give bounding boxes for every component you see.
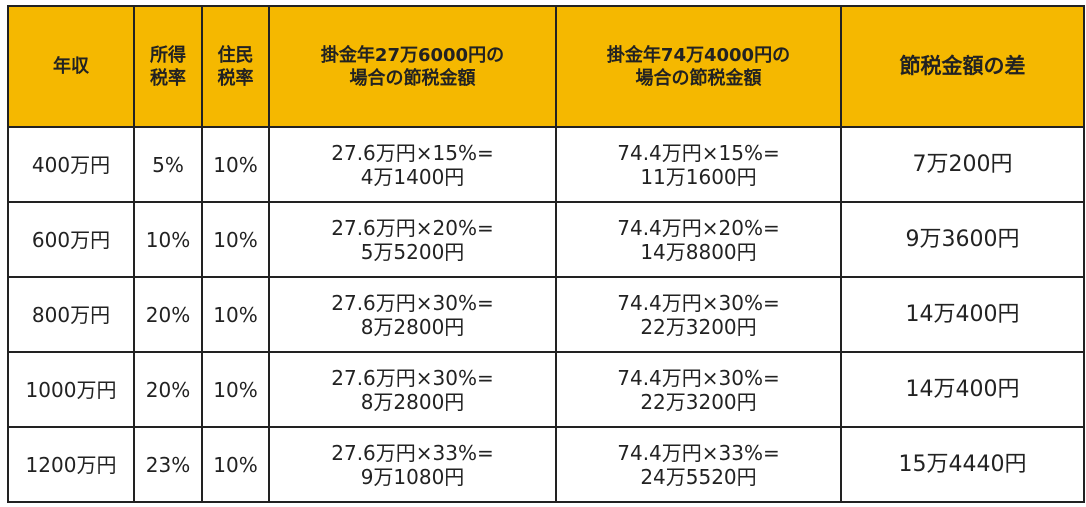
table-cell: 74.4万円×33%= 24万5520円 bbox=[555, 426, 842, 503]
table-cell: 10% bbox=[201, 126, 270, 203]
table-cell: 14万400円 bbox=[840, 276, 1085, 353]
cell-text: 800万円 bbox=[31, 302, 111, 327]
cell-text: 74.4万円×30%= bbox=[617, 365, 780, 390]
table-cell: 5% bbox=[133, 126, 203, 203]
cell-text: 10% bbox=[213, 302, 258, 327]
header-cell: 所得 税率 bbox=[133, 5, 203, 128]
cell-text: 1000万円 bbox=[25, 377, 117, 402]
cell-text: 600万円 bbox=[31, 227, 111, 252]
cell-text: 税率 bbox=[150, 67, 186, 89]
cell-text: 10% bbox=[213, 452, 258, 477]
table-cell: 10% bbox=[201, 426, 270, 503]
cell-text: 23% bbox=[145, 452, 191, 477]
table-row: 600万円 10% 10% 27.6万円×20%= 5万5200円 74.4万円×20%=… bbox=[7, 201, 1085, 278]
cell-text: 8万2800円 bbox=[360, 314, 465, 339]
table-cell: 10% bbox=[201, 351, 270, 428]
cell-text: 27.6万円×15%= bbox=[331, 140, 494, 165]
cell-text: 10% bbox=[213, 227, 258, 252]
cell-text: 74.4万円×20%= bbox=[617, 215, 780, 240]
cell-text: 24万5520円 bbox=[640, 464, 757, 489]
cell-text: 掛金年27万6000円の bbox=[320, 44, 505, 66]
cell-text: 8万2800円 bbox=[360, 389, 465, 414]
table-cell: 27.6万円×33%= 9万1080円 bbox=[268, 426, 557, 503]
cell-text: 場合の節税金額 bbox=[635, 67, 762, 89]
table-cell: 27.6万円×30%= 8万2800円 bbox=[268, 276, 557, 353]
cell-text: 9万1080円 bbox=[360, 464, 465, 489]
table-cell: 15万4440円 bbox=[840, 426, 1085, 503]
table-row: 1000万円 20% 10% 27.6万円×30%= 8万2800円 74.4万円×30%… bbox=[7, 351, 1085, 428]
table-cell: 400万円 bbox=[7, 126, 135, 203]
table-cell: 7万200円 bbox=[840, 126, 1085, 203]
header-cell: 住民 税率 bbox=[201, 5, 270, 128]
cell-text: 10% bbox=[213, 377, 258, 402]
cell-text: 400万円 bbox=[31, 152, 111, 177]
table-row: 1200万円 23% 10% 27.6万円×33%= 9万1080円 74.4万円×33%… bbox=[7, 426, 1085, 503]
cell-text: 年収 bbox=[53, 56, 89, 77]
cell-text: 掛金年74万4000円の bbox=[606, 44, 791, 66]
table-cell: 1000万円 bbox=[7, 351, 135, 428]
cell-text: 74.4万円×33%= bbox=[617, 440, 780, 465]
table-row: 400万円 5% 10% 27.6万円×15%= 4万1400円 74.4万円×15%= 1… bbox=[7, 126, 1085, 203]
header-cell: 掛金年27万6000円の 場合の節税金額 bbox=[268, 5, 557, 128]
table-cell: 1200万円 bbox=[7, 426, 135, 503]
cell-text: 5万5200円 bbox=[360, 239, 465, 264]
cell-text: 節税金額の差 bbox=[899, 54, 1026, 78]
table-cell: 74.4万円×20%= 14万8800円 bbox=[555, 201, 842, 278]
table-cell: 14万400円 bbox=[840, 351, 1085, 428]
header-cell: 年収 bbox=[7, 5, 135, 128]
table-cell: 10% bbox=[201, 276, 270, 353]
cell-text: 27.6万円×20%= bbox=[331, 215, 494, 240]
table-cell: 10% bbox=[201, 201, 270, 278]
cell-text: 税率 bbox=[217, 67, 254, 89]
cell-text: 27.6万円×30%= bbox=[331, 365, 494, 390]
table-cell: 27.6万円×20%= 5万5200円 bbox=[268, 201, 557, 278]
cell-text: 9万3600円 bbox=[905, 226, 1020, 252]
header-row: 年収 所得 税率 住民 税率 掛金年27万6000円の 場合の節税金額 掛金年74万4000円… bbox=[7, 5, 1085, 128]
cell-text: 14万400円 bbox=[905, 376, 1020, 402]
cell-text: 所得 bbox=[150, 44, 186, 66]
cell-text: 14万400円 bbox=[905, 301, 1020, 327]
header-cell: 節税金額の差 bbox=[840, 5, 1085, 128]
tax-table: 年収 所得 税率 住民 税率 掛金年27万6000円の 場合の節税金額 掛金年74万4000円… bbox=[7, 5, 1085, 503]
table-cell: 20% bbox=[133, 276, 203, 353]
table-cell: 27.6万円×30%= 8万2800円 bbox=[268, 351, 557, 428]
cell-text: 22万3200円 bbox=[640, 314, 757, 339]
cell-text: 場合の節税金額 bbox=[349, 67, 476, 89]
cell-text: 74.4万円×30%= bbox=[617, 290, 780, 315]
table-cell: 10% bbox=[133, 201, 203, 278]
cell-text: 27.6万円×30%= bbox=[331, 290, 494, 315]
table-cell: 9万3600円 bbox=[840, 201, 1085, 278]
table-cell: 74.4万円×30%= 22万3200円 bbox=[555, 276, 842, 353]
cell-text: 15万4440円 bbox=[898, 451, 1027, 477]
header-cell: 掛金年74万4000円の 場合の節税金額 bbox=[555, 5, 842, 128]
cell-text: 住民 bbox=[217, 44, 254, 66]
cell-text: 7万200円 bbox=[912, 151, 1013, 177]
cell-text: 20% bbox=[145, 377, 191, 402]
cell-text: 22万3200円 bbox=[640, 389, 757, 414]
table-cell: 27.6万円×15%= 4万1400円 bbox=[268, 126, 557, 203]
table-cell: 23% bbox=[133, 426, 203, 503]
cell-text: 11万1600円 bbox=[640, 164, 757, 189]
table-cell: 74.4万円×15%= 11万1600円 bbox=[555, 126, 842, 203]
table-row: 800万円 20% 10% 27.6万円×30%= 8万2800円 74.4万円×30%=… bbox=[7, 276, 1085, 353]
cell-text: 20% bbox=[145, 302, 191, 327]
table-cell: 600万円 bbox=[7, 201, 135, 278]
table-cell: 74.4万円×30%= 22万3200円 bbox=[555, 351, 842, 428]
cell-text: 10% bbox=[213, 152, 258, 177]
cell-text: 10% bbox=[145, 227, 191, 252]
cell-text: 4万1400円 bbox=[360, 164, 465, 189]
cell-text: 5% bbox=[152, 152, 184, 177]
cell-text: 74.4万円×15%= bbox=[617, 140, 780, 165]
cell-text: 14万8800円 bbox=[640, 239, 757, 264]
table-cell: 20% bbox=[133, 351, 203, 428]
cell-text: 27.6万円×33%= bbox=[331, 440, 494, 465]
table-body: 400万円 5% 10% 27.6万円×15%= 4万1400円 74.4万円×15%= 1… bbox=[7, 126, 1085, 503]
cell-text: 1200万円 bbox=[25, 452, 117, 477]
table-cell: 800万円 bbox=[7, 276, 135, 353]
